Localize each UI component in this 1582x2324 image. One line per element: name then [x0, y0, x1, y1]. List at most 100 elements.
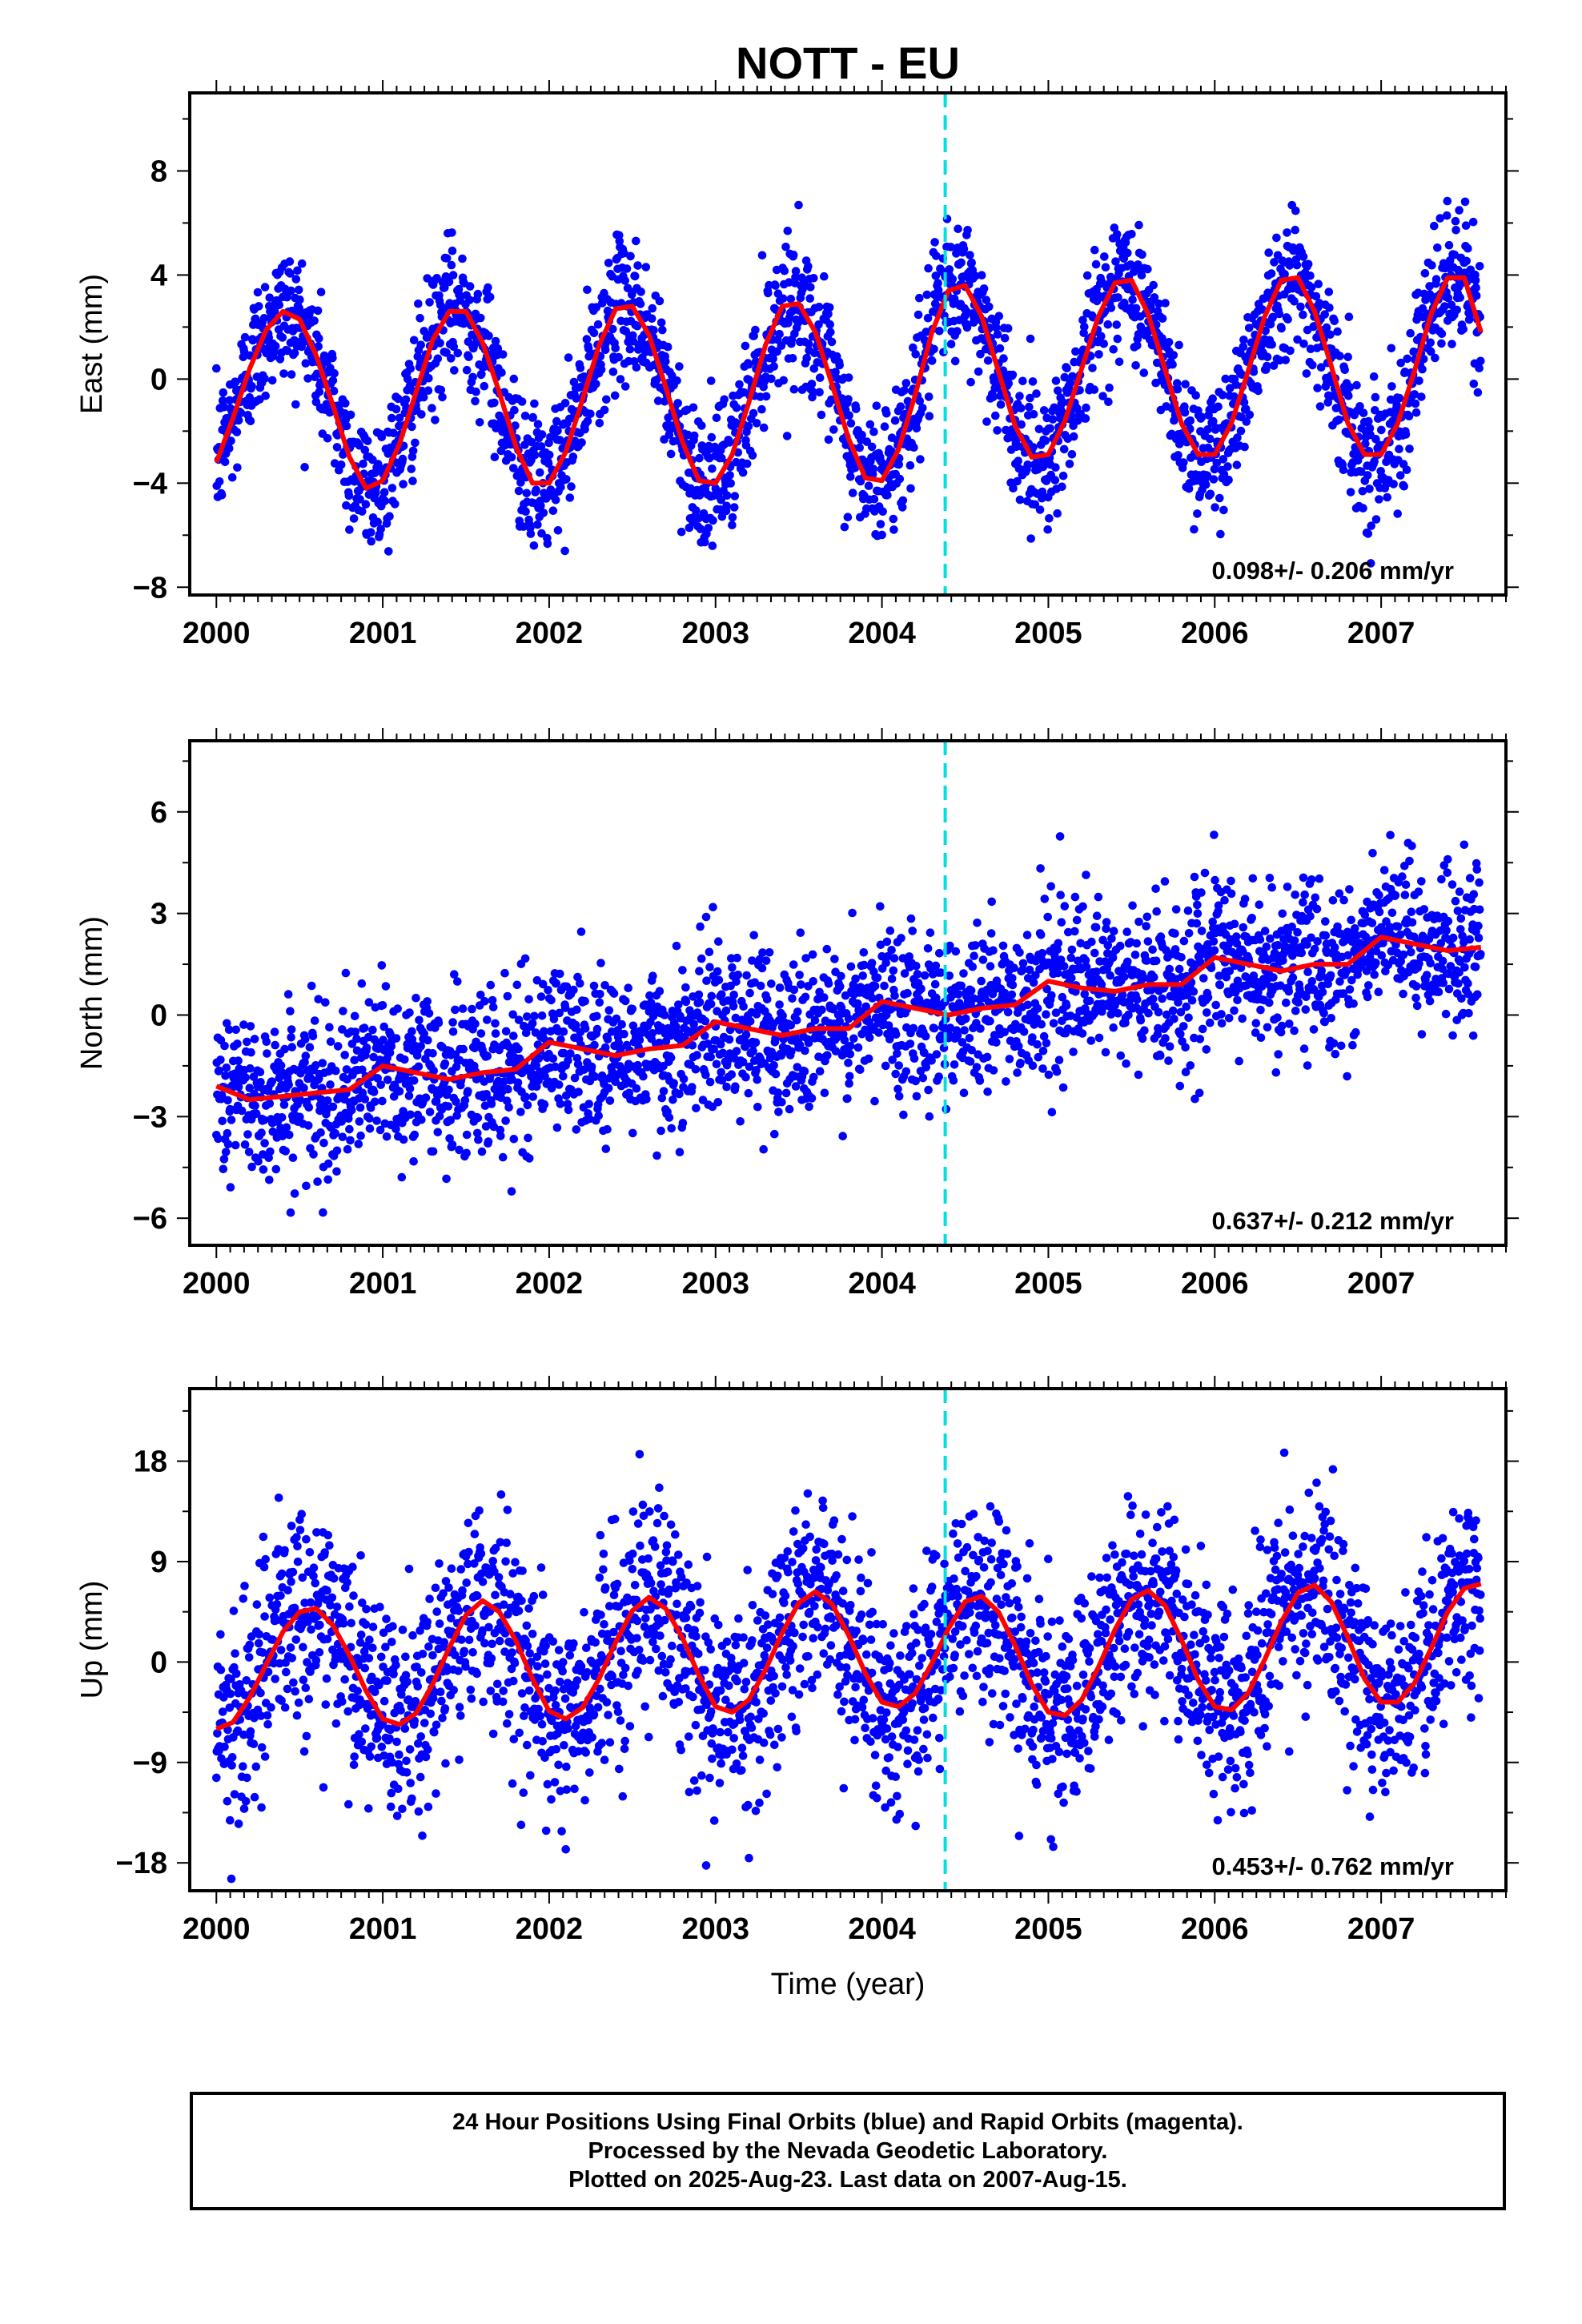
north-data-point — [410, 1130, 420, 1140]
east-data-point — [738, 468, 748, 477]
north-data-point — [260, 1139, 269, 1148]
east-data-point — [729, 503, 739, 512]
north-data-point — [520, 954, 530, 963]
east-data-point — [1469, 380, 1479, 388]
east-data-point — [865, 420, 875, 429]
east-data-point — [788, 354, 797, 363]
north-data-point — [926, 928, 935, 937]
north-data-point — [620, 996, 630, 1006]
east-data-point — [1211, 503, 1219, 512]
north-data-point — [247, 1162, 256, 1172]
east-data-point — [953, 327, 962, 336]
east-data-point — [1281, 356, 1291, 364]
north-data-point — [1037, 1019, 1046, 1029]
north-data-point — [845, 1049, 855, 1059]
north-data-point — [960, 1026, 969, 1035]
east-data-point — [595, 419, 604, 428]
east-data-point — [1029, 410, 1038, 419]
north-data-point — [296, 1069, 305, 1078]
north-data-point — [234, 1056, 243, 1065]
east-data-point — [994, 312, 1004, 321]
north-data-point — [243, 1037, 251, 1047]
east-data-point — [930, 238, 939, 247]
east-data-point — [824, 435, 833, 444]
east-data-point — [786, 295, 796, 304]
north-data-point — [1036, 931, 1046, 939]
east-data-point — [789, 251, 798, 259]
east-data-point — [1443, 196, 1452, 206]
east-data-point — [728, 521, 737, 529]
north-data-point — [845, 1079, 853, 1088]
east-data-point — [1041, 436, 1050, 445]
north-data-point — [255, 1068, 265, 1076]
north-data-point — [501, 1027, 511, 1036]
north-data-point — [354, 1140, 363, 1148]
east-data-point — [1193, 509, 1202, 518]
east-data-point — [1291, 225, 1299, 235]
east-data-point — [1131, 304, 1141, 313]
east-data-point — [1138, 250, 1146, 259]
north-data-point — [507, 1187, 516, 1196]
east-data-point — [614, 352, 623, 362]
north-data-point — [257, 1128, 266, 1137]
north-data-point — [316, 1128, 325, 1137]
east-data-point — [909, 343, 917, 352]
east-x-tick-label: 2007 — [1347, 617, 1415, 650]
east-data-point — [827, 337, 837, 347]
north-data-point — [1008, 980, 1018, 990]
north-data-point — [498, 1152, 508, 1162]
east-data-point — [722, 491, 732, 500]
north-data-point — [350, 1055, 359, 1065]
north-data-point — [739, 1002, 748, 1011]
east-data-point — [514, 486, 524, 496]
north-data-point — [562, 982, 572, 991]
east-data-point — [934, 279, 942, 287]
east-data-point — [1364, 416, 1373, 426]
north-data-point — [350, 1011, 359, 1021]
east-data-point — [436, 300, 445, 310]
east-data-point — [310, 316, 319, 325]
east-data-point — [1069, 432, 1078, 441]
north-data-point — [965, 1034, 974, 1043]
east-data-point — [806, 283, 815, 292]
north-data-point — [483, 1015, 492, 1024]
east-data-point — [653, 396, 663, 405]
east-data-point — [911, 350, 920, 359]
north-data-point — [346, 1136, 355, 1145]
north-data-point — [530, 1011, 539, 1021]
east-data-point — [408, 422, 416, 432]
north-data-point — [1097, 980, 1106, 989]
north-data-point — [440, 1059, 450, 1068]
north-data-point — [385, 1048, 395, 1057]
east-data-point — [1131, 361, 1140, 370]
east-data-point — [497, 368, 506, 377]
north-data-point — [921, 1031, 930, 1041]
east-data-point — [1051, 376, 1061, 385]
east-data-point — [1386, 395, 1395, 404]
east-data-point — [1137, 271, 1146, 280]
north-data-point — [1022, 931, 1032, 939]
east-data-point — [300, 463, 309, 472]
north-data-point — [1055, 832, 1065, 841]
north-data-point — [761, 956, 771, 965]
north-data-point — [1109, 1023, 1118, 1032]
north-data-point — [285, 1130, 294, 1140]
north-data-point — [250, 1035, 259, 1043]
east-data-point — [805, 294, 814, 304]
east-data-point — [462, 365, 472, 375]
north-data-point — [817, 1005, 826, 1015]
east-data-point — [924, 263, 933, 273]
north-data-point — [279, 1100, 289, 1109]
north-data-point — [536, 992, 546, 1001]
north-data-point — [424, 1009, 434, 1018]
north-data-point — [745, 1017, 755, 1026]
north-data-point — [962, 1014, 970, 1023]
east-data-point — [793, 318, 803, 328]
east-data-point — [889, 514, 898, 524]
east-data-point — [589, 328, 599, 338]
north-data-point — [628, 1128, 637, 1138]
north-data-point — [217, 1091, 227, 1100]
east-data-point — [1094, 350, 1103, 359]
east-data-point — [1395, 471, 1405, 480]
east-data-point — [1039, 406, 1049, 415]
